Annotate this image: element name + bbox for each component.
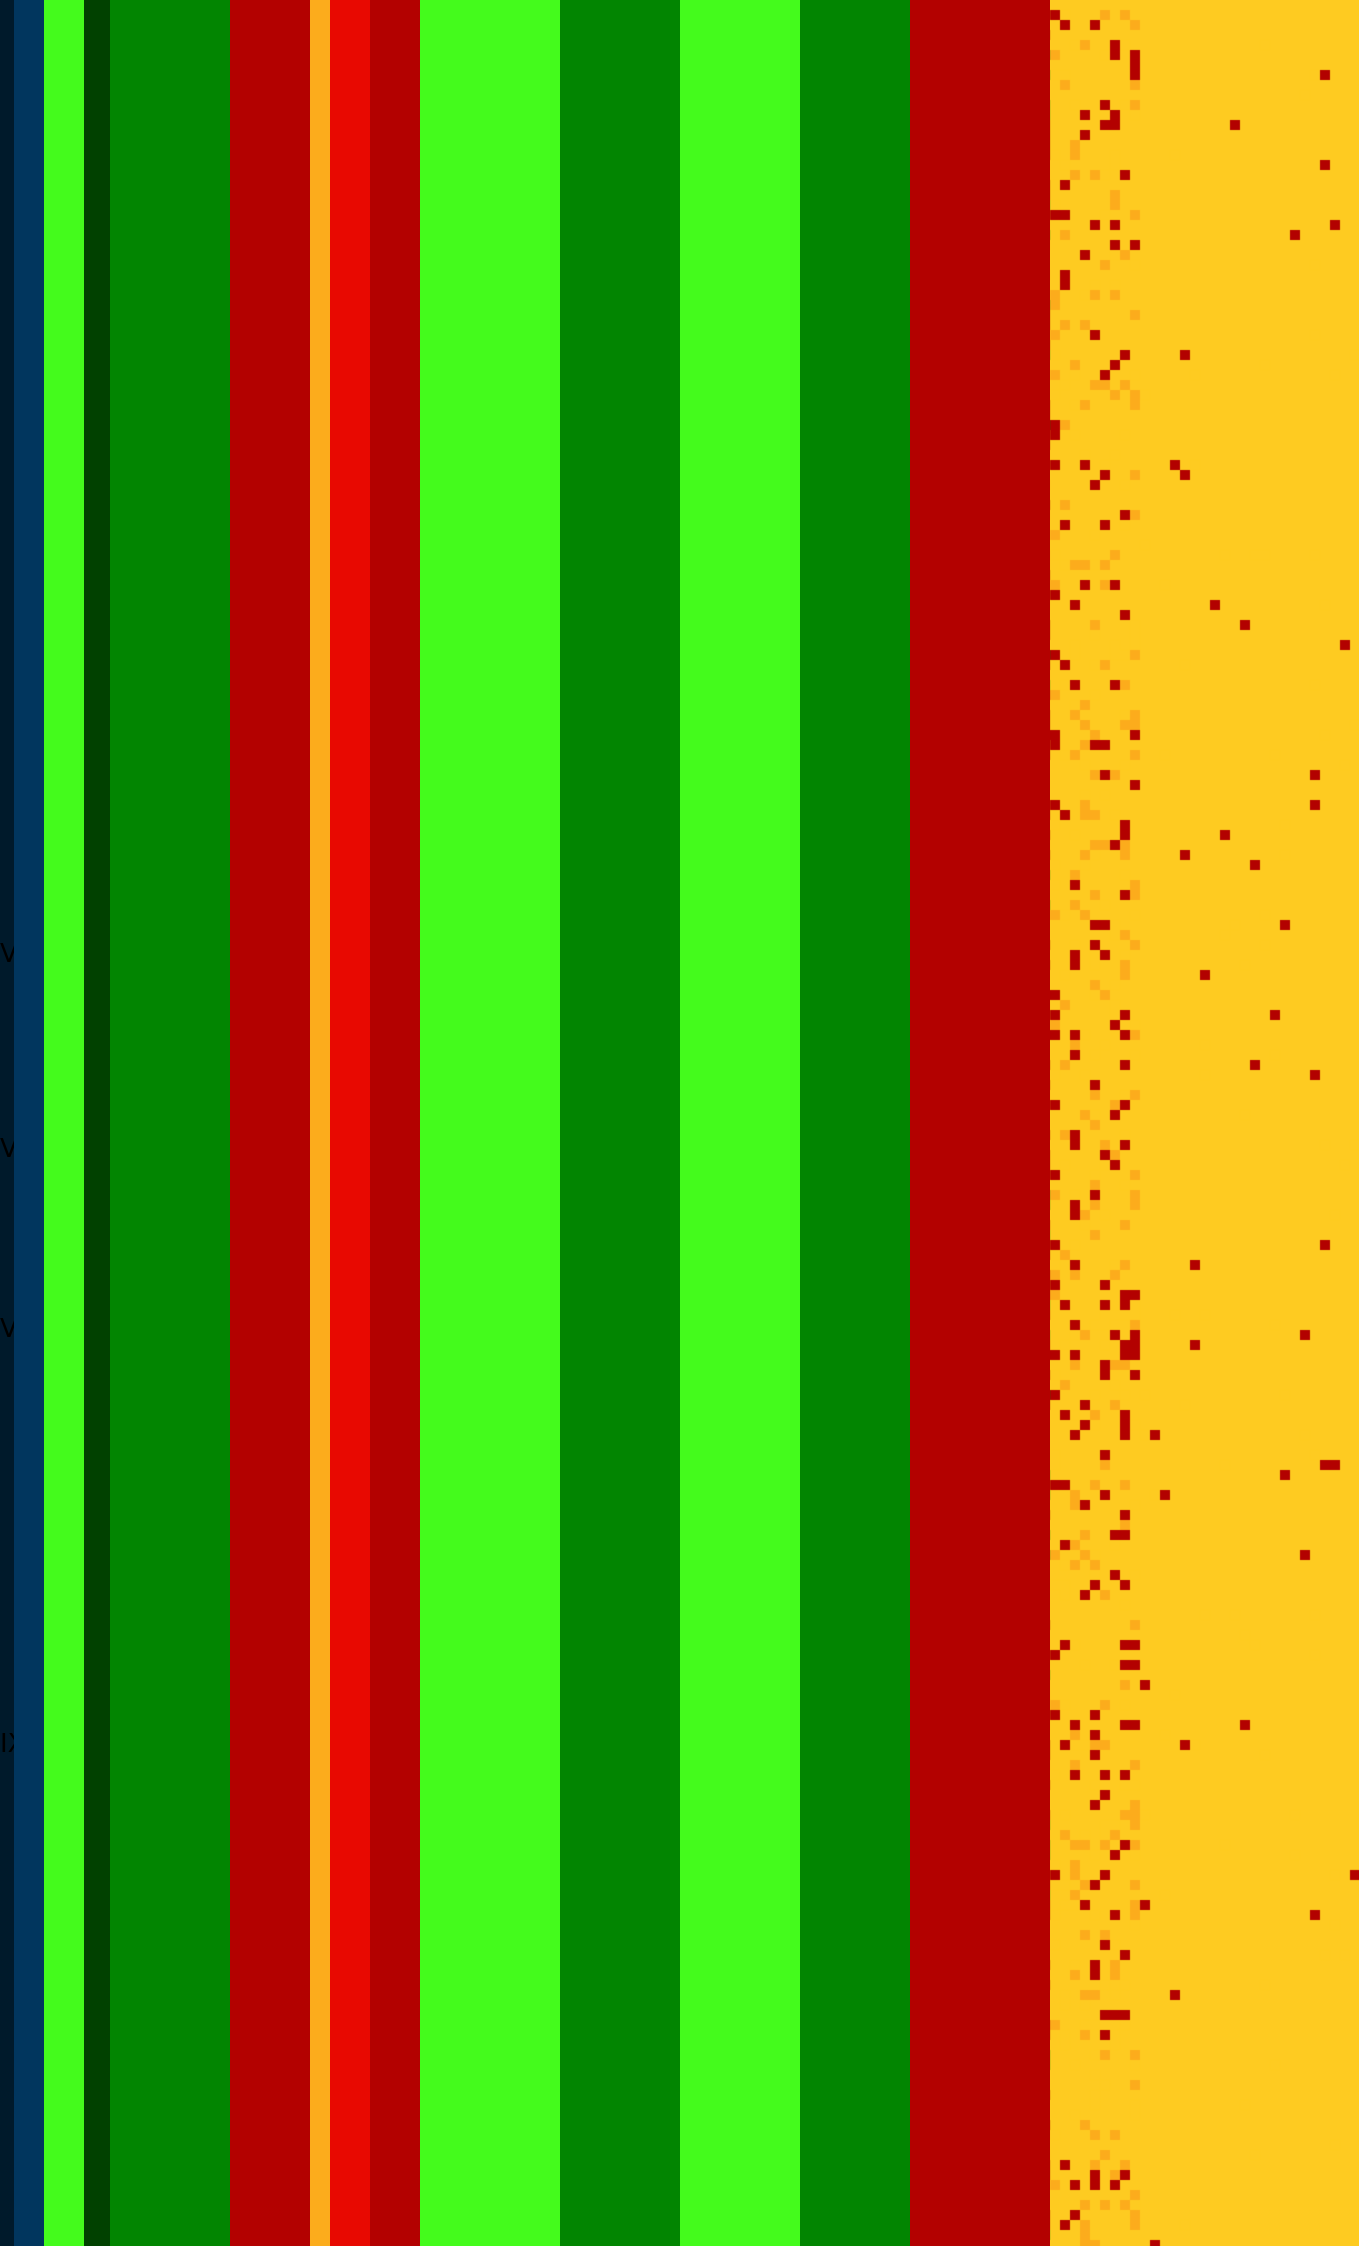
navy-edge-band: [0, 0, 14, 2246]
crimson-band-1: [230, 0, 310, 2246]
green-band-5: [680, 0, 800, 2246]
crimson-band-3: [910, 0, 1050, 2246]
red-band: [330, 0, 370, 2246]
crimson-band-2: [370, 0, 420, 2246]
green-band-2: [110, 0, 230, 2246]
orange-band: [310, 0, 330, 2246]
edge-text-fragment: V: [0, 1135, 14, 1163]
green-band-3: [420, 0, 560, 2246]
green-band-6: [800, 0, 910, 2246]
green-band-1: [44, 0, 84, 2246]
edge-text-fragment: IX: [0, 1730, 14, 1758]
green-band-4: [560, 0, 680, 2246]
edge-text-fragment: VI: [0, 1315, 14, 1343]
dark-green-band: [84, 0, 110, 2246]
teal-band: [14, 0, 44, 2246]
edge-text-fragment: V: [0, 940, 14, 968]
